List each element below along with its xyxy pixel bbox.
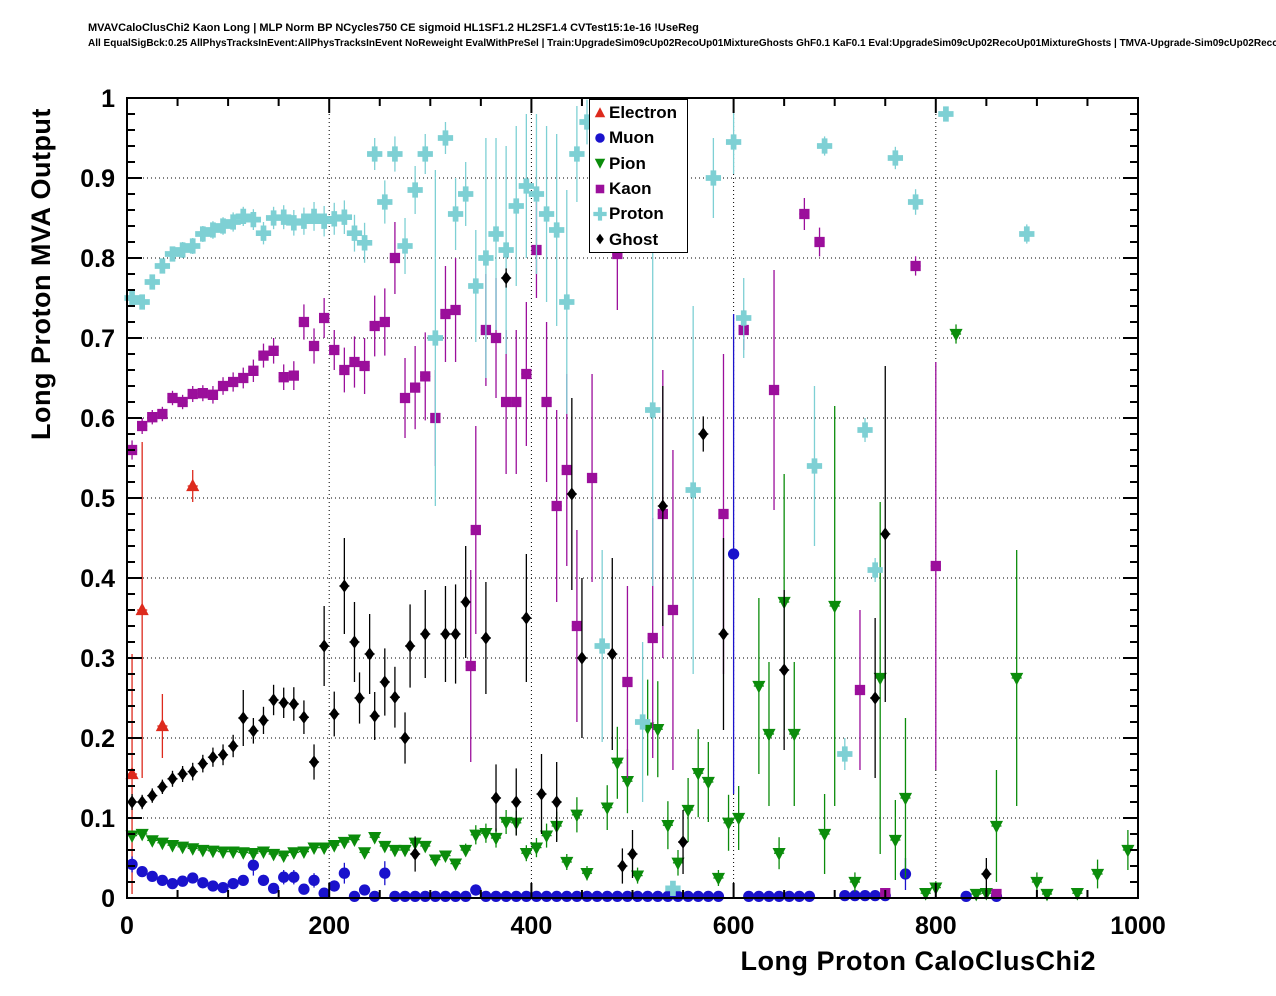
svg-text:0.7: 0.7 bbox=[80, 325, 115, 353]
svg-text:600: 600 bbox=[713, 912, 755, 940]
triangle-down-icon bbox=[594, 159, 606, 170]
svg-text:1: 1 bbox=[101, 85, 115, 113]
plus-icon bbox=[593, 207, 607, 221]
axis-ticks bbox=[126, 97, 1139, 899]
svg-text:0.2: 0.2 bbox=[80, 725, 115, 753]
legend-entry-ghost: Ghost bbox=[590, 227, 687, 252]
legend: Electron Muon Pion Kaon Proton Ghost bbox=[589, 99, 688, 253]
svg-text:0.3: 0.3 bbox=[80, 645, 115, 673]
svg-text:400: 400 bbox=[511, 912, 553, 940]
series-proton bbox=[124, 99, 1035, 897]
title-line-2: All EqualSigBck:0.25 AllPhysTracksInEven… bbox=[88, 38, 1276, 49]
svg-text:0.5: 0.5 bbox=[80, 485, 115, 513]
legend-label: Ghost bbox=[609, 229, 659, 249]
legend-label: Pion bbox=[609, 153, 646, 173]
svg-text:0.1: 0.1 bbox=[80, 805, 115, 833]
legend-label: Kaon bbox=[609, 179, 652, 199]
svg-text:0.6: 0.6 bbox=[80, 405, 115, 433]
legend-entry-muon: Muon bbox=[590, 125, 687, 150]
legend-entry-kaon: Kaon bbox=[590, 176, 687, 201]
series-muon bbox=[126, 314, 1003, 903]
square-icon bbox=[595, 184, 605, 193]
svg-text:0.8: 0.8 bbox=[80, 245, 115, 273]
svg-text:200: 200 bbox=[308, 912, 350, 940]
svg-text:0: 0 bbox=[120, 912, 134, 940]
diamond-icon bbox=[596, 234, 604, 245]
legend-entry-proton: Proton bbox=[590, 201, 687, 226]
series-pion bbox=[125, 324, 1135, 902]
svg-text:0.9: 0.9 bbox=[80, 165, 115, 193]
legend-label: Proton bbox=[609, 204, 664, 224]
legend-entry-electron: Electron bbox=[590, 100, 687, 125]
svg-text:0.4: 0.4 bbox=[80, 565, 115, 593]
series-electron bbox=[125, 442, 200, 894]
legend-entry-pion: Pion bbox=[590, 151, 687, 176]
legend-label: Electron bbox=[609, 103, 678, 123]
tick-labels: 0 200 400 600 800 1000 0 0.1 0.2 0.3 0.4 0.5 0.6 0.7 0… bbox=[80, 85, 1166, 940]
title-line-1: MVAVCaloClusChi2 Kaon Long | MLP Norm BP… bbox=[88, 22, 699, 34]
svg-text:0: 0 bbox=[101, 885, 115, 913]
circle-icon bbox=[595, 133, 605, 143]
svg-text:1000: 1000 bbox=[1110, 912, 1166, 940]
series-ghost bbox=[127, 268, 992, 890]
x-axis-title: Long Proton CaloClusChi2 bbox=[740, 946, 1096, 976]
svg-text:800: 800 bbox=[915, 912, 957, 940]
legend-label: Muon bbox=[609, 128, 655, 148]
triangle-up-icon bbox=[594, 106, 606, 117]
